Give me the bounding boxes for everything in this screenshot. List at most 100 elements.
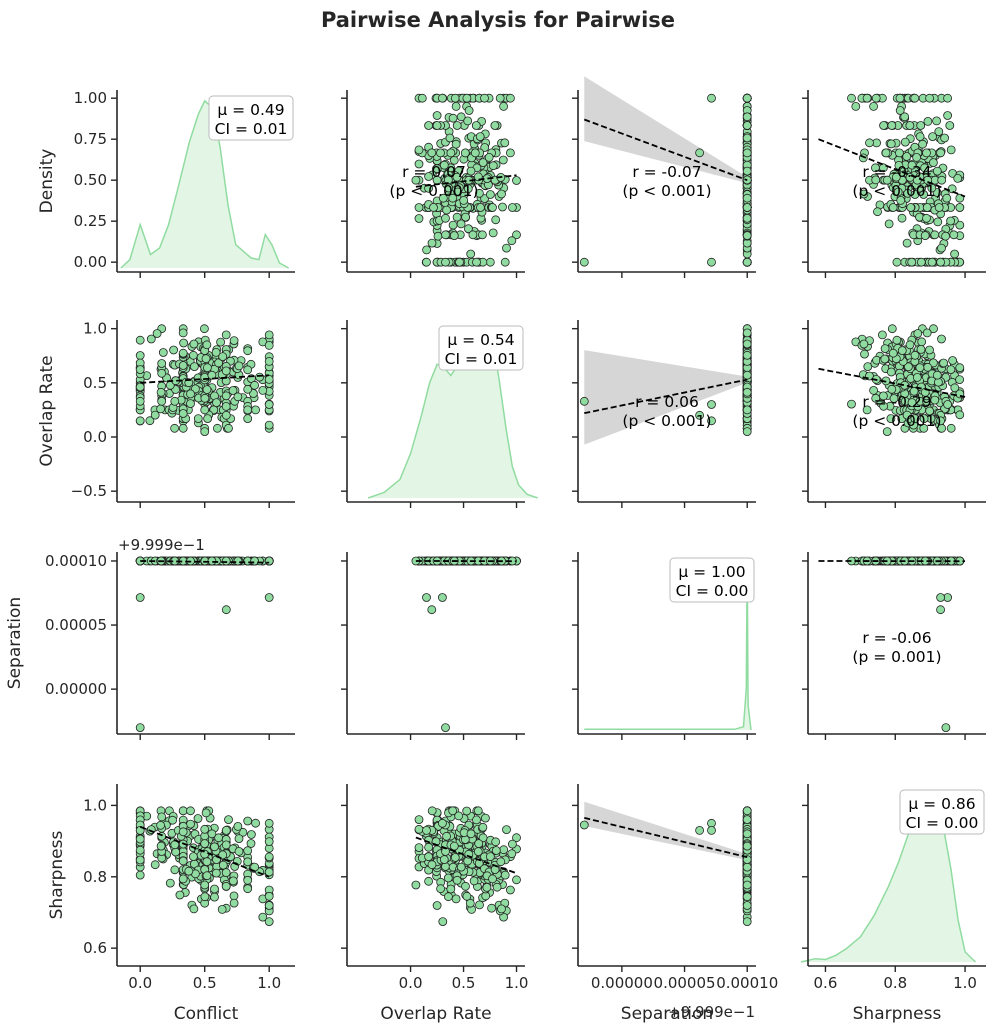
- data-point: [933, 217, 943, 227]
- x-tick-label: 0.00000: [591, 974, 653, 992]
- data-point: [414, 843, 424, 852]
- data-point: [923, 117, 933, 126]
- data-point: [178, 856, 188, 866]
- data-point: [452, 121, 462, 130]
- data-point: [234, 834, 244, 843]
- data-point: [895, 106, 905, 115]
- data-point: [229, 891, 239, 901]
- data-point: [250, 380, 260, 390]
- data-point: [135, 834, 145, 844]
- data-point: [916, 257, 926, 267]
- data-point: [202, 857, 212, 867]
- data-point: [170, 423, 180, 433]
- data-point: [264, 330, 274, 340]
- correlation-r-label: r = -0.07: [632, 163, 701, 181]
- data-point: [488, 228, 498, 238]
- data-point: [422, 826, 431, 835]
- data-point: [264, 901, 274, 910]
- data-point: [135, 845, 145, 855]
- regression-line: [818, 138, 966, 198]
- data-point: [453, 187, 463, 197]
- data-point: [436, 148, 445, 158]
- ci-label: CI = 0.01: [445, 350, 518, 368]
- data-point: [466, 829, 476, 839]
- data-point: [742, 892, 752, 902]
- data-point: [429, 203, 438, 212]
- data-point: [216, 337, 226, 347]
- data-point: [925, 93, 934, 103]
- data-point: [500, 138, 510, 148]
- data-point: [255, 372, 265, 382]
- data-point: [427, 806, 437, 816]
- data-point: [184, 866, 194, 876]
- data-point: [851, 102, 861, 111]
- data-point: [878, 330, 887, 340]
- y-tick-label: 0.6: [83, 939, 107, 957]
- data-point: [943, 111, 952, 120]
- data-point: [471, 121, 481, 130]
- data-point: [234, 847, 244, 856]
- data-point: [893, 187, 903, 197]
- data-point: [243, 405, 253, 415]
- data-point: [860, 349, 869, 359]
- y-tick-label: 0.00: [74, 253, 107, 271]
- data-point: [186, 806, 195, 816]
- data-point: [459, 195, 469, 205]
- data-point: [427, 605, 437, 615]
- y-axis-label-overlap-rate: Overlap Rate: [37, 355, 57, 466]
- data-point: [865, 138, 874, 148]
- data-point: [955, 203, 965, 212]
- data-point: [243, 857, 253, 867]
- data-point: [135, 351, 145, 360]
- data-point: [427, 860, 437, 870]
- y-tick-label: 0.75: [74, 130, 107, 148]
- data-point: [742, 370, 752, 380]
- data-point: [930, 230, 940, 240]
- correlation-r-label: r = 0.06: [635, 393, 699, 411]
- data-point: [910, 93, 920, 103]
- x-axis-label-conflict: Conflict: [174, 1004, 239, 1024]
- data-point: [178, 361, 188, 370]
- data-point: [695, 148, 704, 158]
- data-point: [438, 917, 448, 926]
- data-point: [888, 203, 898, 212]
- data-point: [189, 904, 199, 914]
- data-point: [189, 339, 199, 349]
- data-point: [498, 155, 508, 165]
- data-point: [579, 820, 589, 830]
- data-point: [233, 392, 243, 402]
- y-tick-label: 1.00: [74, 89, 107, 107]
- data-point: [932, 166, 942, 176]
- data-point: [955, 220, 965, 230]
- data-point: [433, 231, 443, 241]
- x-tick-label: 0.6: [814, 974, 838, 992]
- data-point: [135, 723, 145, 732]
- data-point: [427, 238, 437, 248]
- data-point: [707, 826, 716, 835]
- data-point: [193, 814, 203, 823]
- panel-density-vs-sharpness: r = -0.34(p < 0.001): [802, 90, 986, 278]
- data-point: [695, 826, 704, 835]
- data-point: [886, 139, 896, 149]
- data-point: [221, 826, 231, 835]
- data-point: [243, 346, 253, 356]
- data-point: [579, 257, 589, 267]
- data-point: [212, 423, 222, 433]
- data-point: [452, 875, 462, 885]
- x-tick-label: 0.5: [452, 974, 476, 992]
- data-point: [941, 231, 950, 241]
- data-point: [414, 145, 424, 155]
- data-point: [264, 818, 274, 828]
- y-tick-label: −0.5: [71, 482, 107, 500]
- data-point: [250, 556, 260, 566]
- data-point: [485, 257, 495, 267]
- data-point: [473, 806, 483, 816]
- data-point: [500, 257, 510, 267]
- data-point: [462, 891, 472, 901]
- data-point: [920, 163, 929, 173]
- data-point: [157, 812, 167, 822]
- panel-sharpness-vs-conflict: 0.6 0.8 1.0 0.0 0.5 1.0: [83, 784, 295, 992]
- data-point: [905, 340, 915, 350]
